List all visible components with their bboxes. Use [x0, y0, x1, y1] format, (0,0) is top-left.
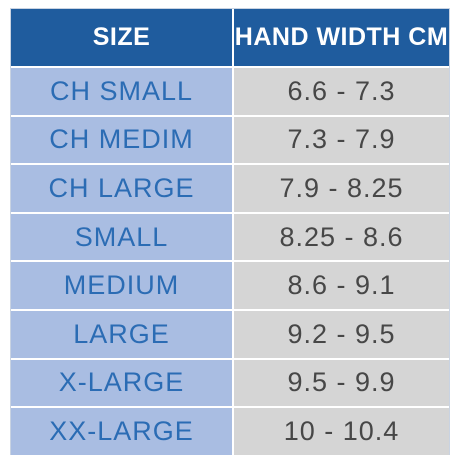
width-cell: 9.2 - 9.5	[231, 310, 449, 358]
width-cell: 9.5 - 9.9	[231, 359, 449, 407]
size-cell: X-LARGE	[11, 359, 232, 407]
table-row: SMALL 8.25 - 8.6	[11, 211, 449, 261]
size-table: SIZE HAND WIDTH CM CH SMALL 6.6 - 7.3 CH M…	[10, 8, 450, 455]
table-row: X-LARGE 9.5 - 9.9	[11, 357, 449, 407]
width-cell: 10 - 10.4	[231, 408, 449, 455]
header-row: SIZE HAND WIDTH CM	[11, 9, 449, 66]
size-cell: CH LARGE	[11, 165, 232, 212]
header-cell: SIZE	[92, 23, 151, 51]
width-cell: 7.9 - 8.25	[231, 165, 449, 212]
table-row: CH LARGE 7.9 - 8.25	[11, 163, 449, 212]
table-row: CH MEDIM 7.3 - 7.9	[11, 114, 449, 164]
table-row: XX-LARGE 10 - 10.4	[11, 406, 449, 455]
table-row: MEDIUM 8.6 - 9.1	[11, 260, 449, 309]
header-cell: HAND WIDTH CM	[231, 9, 449, 66]
size-cell: CH SMALL	[11, 68, 232, 115]
width-cell: 8.6 - 9.1	[231, 262, 449, 309]
width-cell: 6.6 - 7.3	[231, 68, 449, 115]
width-cell: 8.25 - 8.6	[231, 213, 449, 261]
size-cell: CH MEDIM	[11, 116, 232, 164]
width-cell: 7.3 - 7.9	[231, 116, 449, 164]
table-row: CH SMALL 6.6 - 7.3	[11, 66, 449, 115]
size-cell: MEDIUM	[11, 262, 232, 309]
size-cell: XX-LARGE	[11, 408, 232, 455]
size-cell: SMALL	[11, 213, 232, 261]
size-cell: LARGE	[11, 310, 232, 358]
table-row: LARGE 9.2 - 9.5	[11, 308, 449, 358]
